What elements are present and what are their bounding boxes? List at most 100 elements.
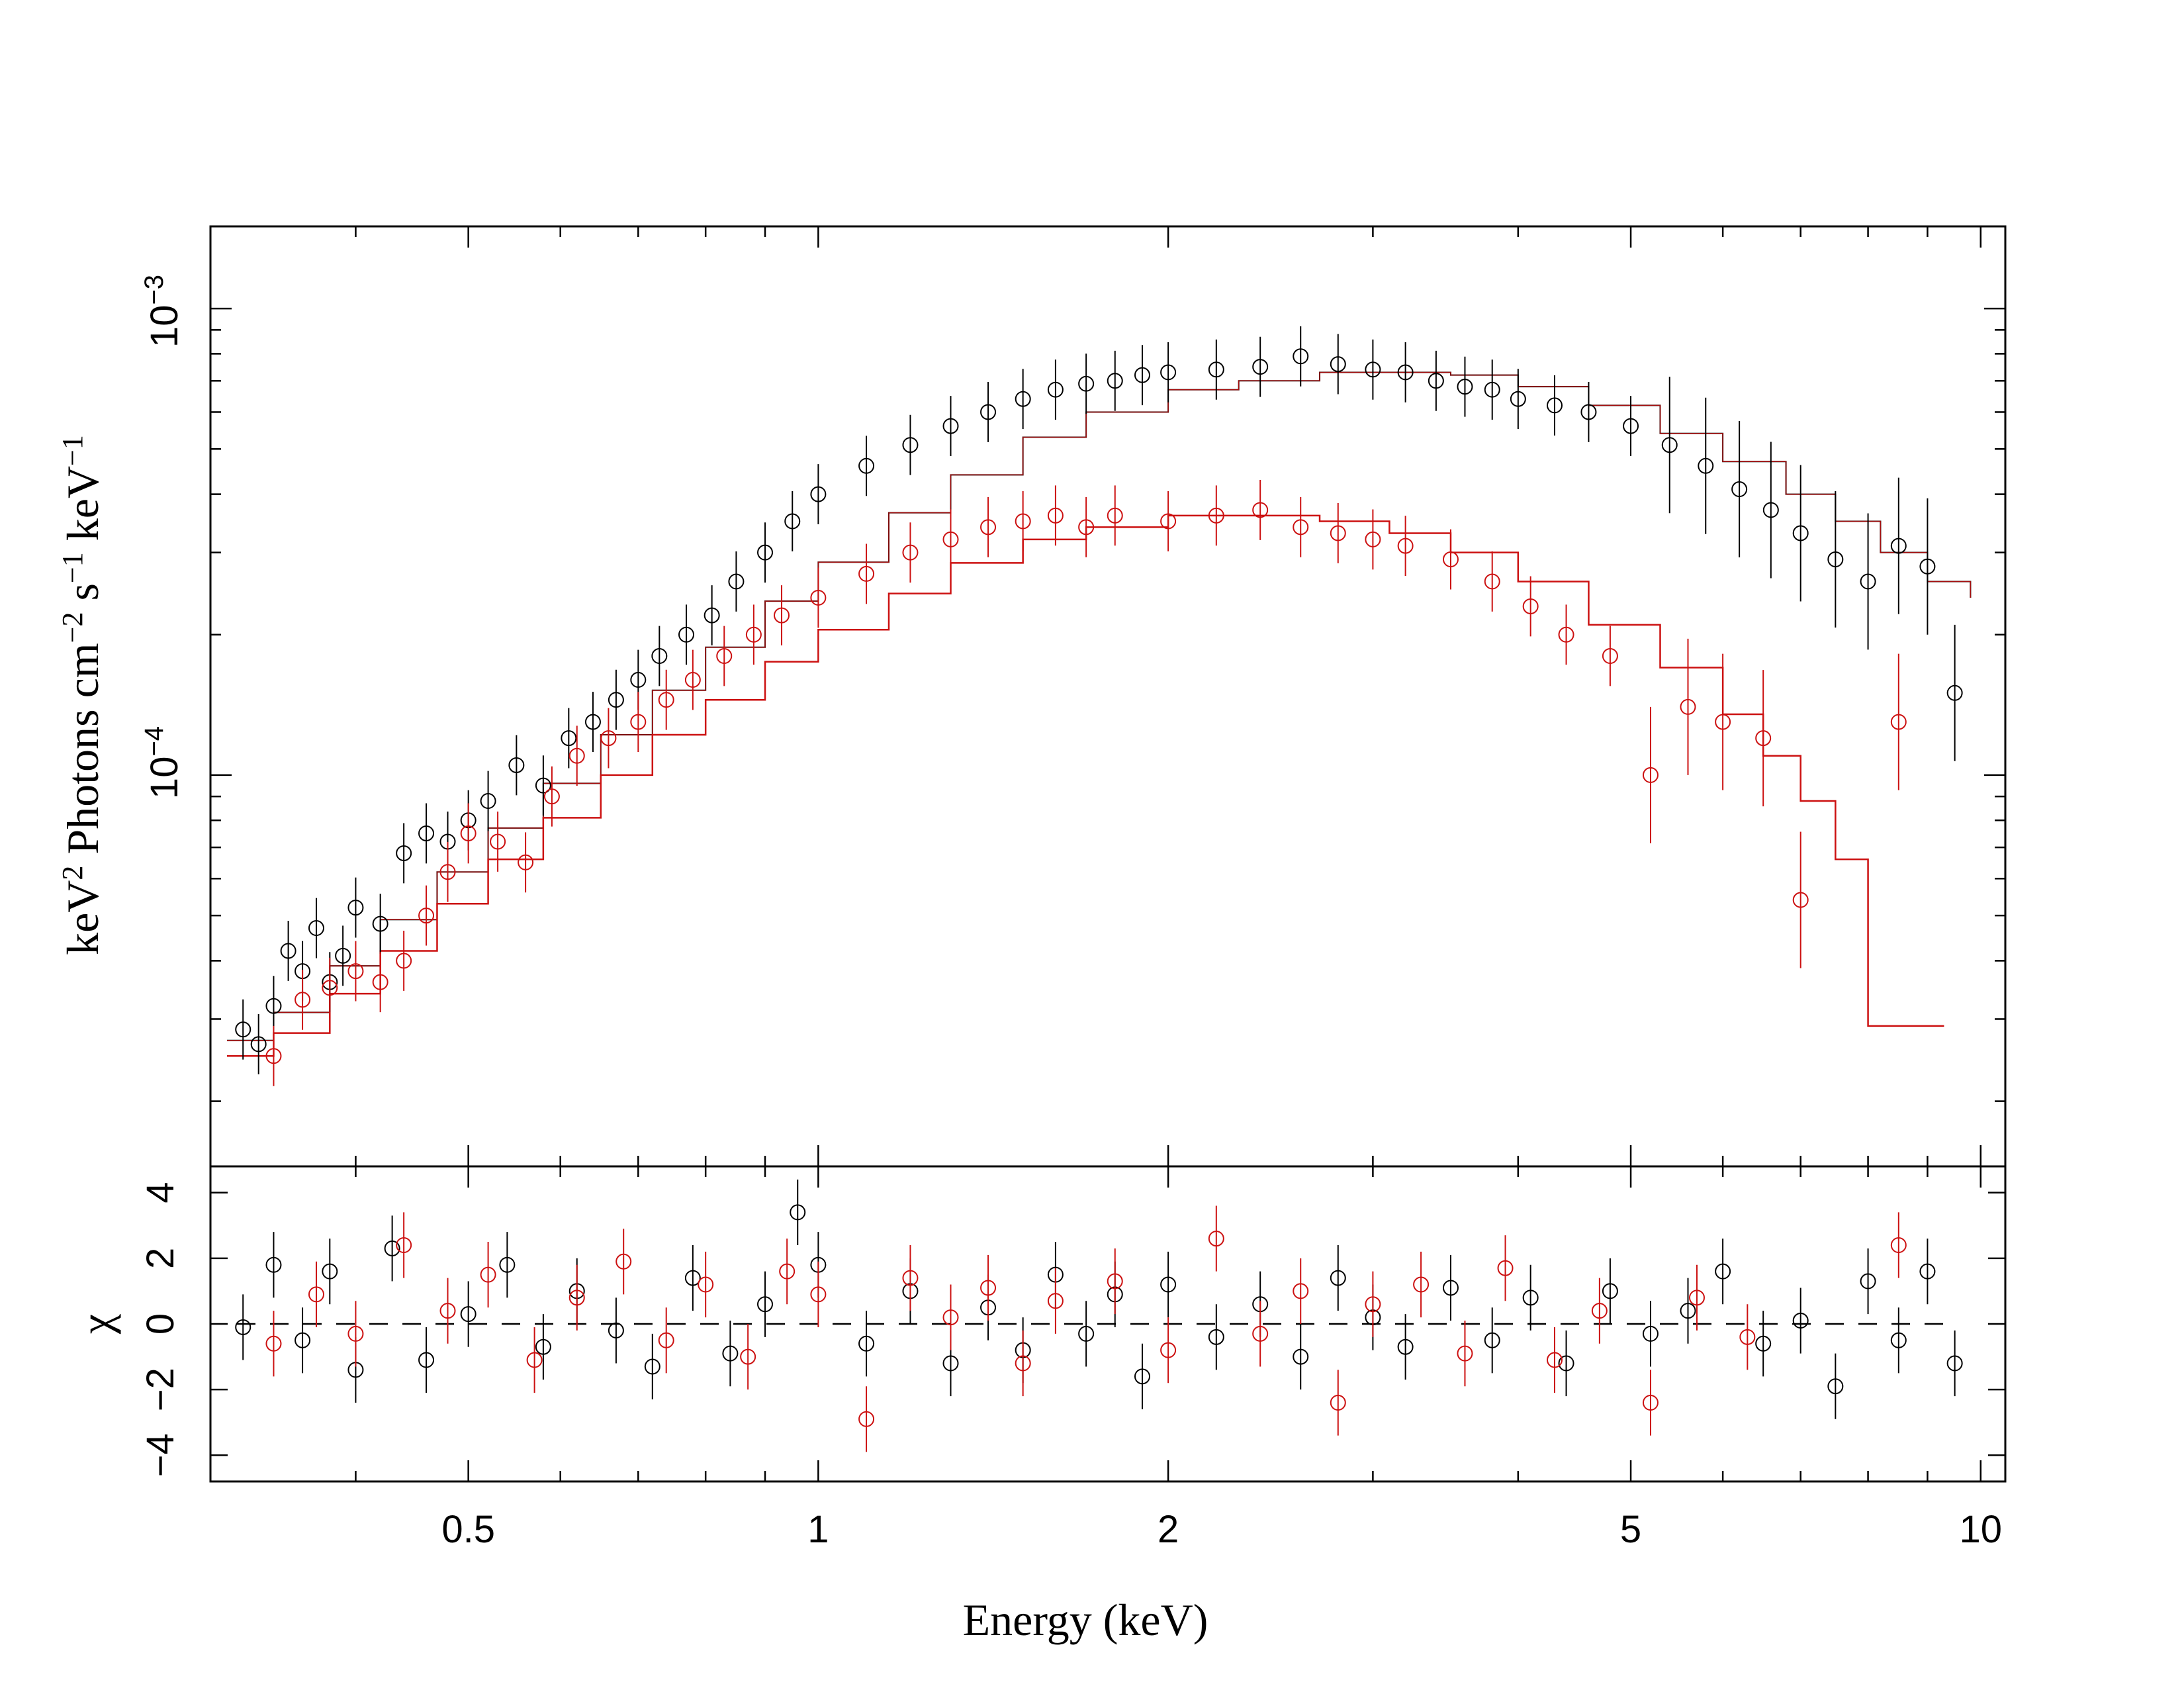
red-spectrum-point (858, 565, 875, 582)
red-residual-point (1015, 1355, 1031, 1372)
ytick-label-1e-4: 10−4 (140, 726, 186, 799)
black-spectrum-point (1510, 391, 1526, 407)
black-residual-point (384, 1240, 400, 1256)
red-spectrum-point (980, 519, 997, 536)
black-spectrum-point (1731, 481, 1748, 498)
black-spectrum-point (858, 457, 875, 474)
red-spectrum-point (1252, 502, 1269, 518)
red-spectrum-point (1715, 714, 1731, 730)
red-residual-point (1689, 1289, 1706, 1306)
red-spectrum-point (684, 672, 701, 688)
red-spectrum-point (372, 974, 388, 990)
red-residual-point (942, 1309, 959, 1326)
black-residual-point (1484, 1332, 1500, 1348)
black-residual-point (1442, 1280, 1459, 1296)
black-spectrum-point (235, 1021, 251, 1038)
black-spectrum-point (678, 626, 695, 643)
xtick-label: 0.5 (441, 1508, 495, 1551)
black-spectrum-point (1547, 397, 1563, 414)
black-residual-point (1919, 1263, 1936, 1280)
black-spectrum-point (1397, 364, 1414, 381)
black-residual-point (1208, 1329, 1224, 1345)
black-residual-point (418, 1352, 435, 1368)
model-red-overlay (227, 371, 1972, 1041)
black-spectrum-point (584, 714, 601, 730)
black-spectrum-point (250, 1036, 267, 1053)
black-spectrum-point (480, 793, 496, 810)
black-residual-point (1890, 1332, 1907, 1348)
black-spectrum-point (1860, 573, 1876, 590)
black-spectrum-point (1827, 551, 1844, 568)
black-spectrum-point (372, 915, 388, 932)
black-spectrum-point (508, 757, 525, 773)
red-spectrum-point (1107, 507, 1123, 524)
black-spectrum-point (1946, 684, 1963, 701)
chi-axis-title: χ (71, 1314, 121, 1335)
resid-ytick-label: −2 (139, 1368, 182, 1411)
red-spectrum-point (1522, 598, 1539, 614)
black-spectrum-point (1792, 525, 1809, 541)
red-residual-point (779, 1263, 796, 1280)
red-spectrum-point (396, 953, 412, 969)
black-residual-point (757, 1296, 774, 1313)
red-residual-point (1160, 1342, 1177, 1358)
red-residual-point (902, 1270, 919, 1286)
red-spectrum-point (810, 589, 827, 606)
model-red-curve (227, 514, 1944, 1057)
black-residual-point (942, 1355, 959, 1372)
red-residual-point (698, 1276, 714, 1293)
red-residual-point (1208, 1231, 1224, 1247)
red-spectrum-point (1293, 519, 1309, 536)
model-curves (227, 371, 1972, 1057)
black-residual-point (722, 1345, 739, 1362)
xtick-label: 2 (1158, 1508, 1179, 1551)
red-residual-point (1107, 1273, 1123, 1289)
resid-ytick-label: −4 (139, 1433, 182, 1477)
black-spectrum-point (1293, 348, 1309, 365)
black-spectrum-point (561, 730, 577, 747)
black-residual-point (1522, 1289, 1539, 1306)
red-spectrum-point (1484, 573, 1500, 590)
black-residual-point (1330, 1270, 1346, 1286)
black-spectrum-point (418, 825, 435, 841)
black-residual-point (644, 1358, 660, 1375)
black-spectrum-point (280, 943, 296, 959)
black-spectrum-point (1330, 356, 1346, 373)
red-residual-point (740, 1348, 756, 1365)
red-spectrum-point (1680, 698, 1696, 715)
red-spectrum-point (1047, 507, 1064, 524)
red-spectrum-point (902, 544, 919, 561)
red-spectrum-point (490, 833, 506, 850)
red-residual-point (980, 1280, 997, 1296)
black-residual-point (1860, 1273, 1876, 1289)
black-spectrum-point (1047, 381, 1064, 398)
black-residual-point (322, 1263, 338, 1280)
red-spectrum-point (1602, 648, 1618, 665)
red-residual-point (1591, 1303, 1608, 1319)
black-spectrum-point (1134, 367, 1150, 383)
red-spectrum-point (630, 714, 647, 730)
black-spectrum-point (1457, 379, 1473, 395)
resid-ytick-label: 0 (139, 1313, 182, 1335)
red-spectrum-point (518, 854, 534, 870)
red-spectrum-point (295, 992, 311, 1008)
red-spectrum-point (460, 825, 477, 841)
black-residual-point (1715, 1263, 1731, 1280)
red-spectrum-point (1015, 513, 1031, 530)
red-spectrum-point (658, 692, 674, 708)
black-residual-point (1680, 1303, 1696, 1319)
black-spectrum-point (265, 998, 282, 1014)
black-residual-point (265, 1256, 282, 1273)
black-residual-point (1160, 1276, 1177, 1293)
red-spectrum-point (1160, 513, 1177, 530)
black-residual-point (858, 1335, 875, 1352)
black-residual-point (535, 1338, 551, 1355)
black-residual-point (499, 1256, 516, 1273)
black-spectrum-point (1160, 364, 1177, 381)
black-spectrum-point (1252, 359, 1269, 375)
black-spectrum-point (1015, 391, 1031, 407)
red-spectrum-point (774, 607, 790, 624)
black-residual-point (684, 1270, 701, 1286)
red-spectrum-point (1642, 767, 1659, 783)
